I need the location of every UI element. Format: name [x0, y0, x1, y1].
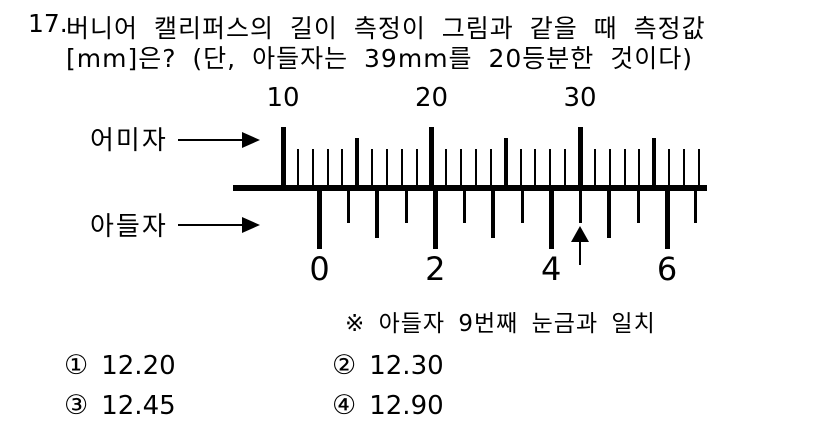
main-scale-tick [534, 149, 537, 191]
answer-option-3[interactable]: ③ 12.45 [64, 390, 176, 421]
main-scale-tick [519, 149, 522, 191]
vernier-scale-tick [404, 185, 408, 223]
main-scale-tick [311, 149, 314, 191]
vernier-scale-label: 아들자 [90, 212, 168, 242]
answer-option-4[interactable]: ④ 12.90 [332, 390, 444, 421]
coincidence-pointer-up-arrow-icon [571, 226, 590, 242]
main-scale-tick [326, 149, 329, 191]
main-scale-tick [593, 149, 596, 191]
vernier-scale-number: 6 [656, 250, 678, 288]
main-scale-arrow [178, 139, 244, 141]
vernier-scale-tick [520, 185, 524, 223]
option-2-value: 12.30 [369, 351, 444, 381]
option-1-value: 12.20 [101, 351, 176, 381]
answer-option-1[interactable]: ① 12.20 [64, 350, 176, 381]
main-scale-tick [697, 149, 700, 191]
main-scale-tick [400, 149, 403, 191]
question-text-line1: 버니어 캘리퍼스의 길이 측정이 그림과 같을 때 측정값 [66, 14, 706, 43]
vernier-scale-major-tick [317, 185, 322, 249]
main-scale-tick [549, 149, 552, 191]
vernier-scale-number: 0 [309, 250, 330, 288]
vernier-scale-number: 2 [425, 250, 446, 288]
main-scale-tick [682, 149, 685, 191]
main-scale-number: 20 [414, 83, 449, 113]
main-scale-major-tick [429, 127, 434, 191]
main-scale-tick [668, 149, 671, 191]
vernier-scale-major-tick [432, 185, 438, 249]
coincidence-pointer-stem [579, 241, 582, 265]
question-text-line2: [mm]은? (단, 아들자는 39mm를 20등분한 것이다) [66, 44, 693, 73]
vernier-scale-medium-tick [491, 185, 496, 238]
main-scale-tick [638, 149, 641, 191]
scale-baseline [233, 185, 707, 191]
coincidence-note: ※ 아들자 9번째 눈금과 일치 [345, 311, 656, 337]
main-scale-medium-tick [652, 138, 657, 191]
answer-option-2[interactable]: ② 12.30 [332, 350, 444, 381]
option-4-marker: ④ [332, 390, 357, 421]
option-1-marker: ① [64, 350, 89, 381]
vernier-scale-arrow [178, 224, 244, 226]
main-scale-medium-tick [355, 138, 360, 191]
main-scale-tick [460, 149, 463, 191]
vernier-scale-tick [346, 185, 350, 223]
main-scale-arrowhead-icon [242, 132, 260, 148]
main-scale-medium-tick [503, 138, 508, 191]
option-2-marker: ② [332, 350, 357, 381]
main-scale-tick [341, 149, 344, 191]
main-scale-number: 30 [563, 83, 597, 113]
main-scale-major-tick [280, 127, 286, 191]
main-scale-tick [475, 149, 478, 191]
main-scale-tick [385, 149, 388, 191]
option-4-value: 12.90 [369, 391, 444, 421]
main-scale-tick [371, 149, 374, 191]
vernier-scale-medium-tick [375, 185, 380, 238]
vernier-scale-tick [578, 185, 582, 223]
vernier-scale-tick [636, 185, 640, 223]
vernier-scale-medium-tick [607, 185, 612, 238]
main-scale-tick [415, 149, 418, 191]
main-scale-tick [564, 149, 567, 191]
main-scale-tick [445, 149, 448, 191]
main-scale-tick [489, 149, 492, 191]
main-scale-tick [623, 149, 626, 191]
main-scale-number: 10 [266, 83, 300, 113]
question-number: 17. [28, 9, 68, 38]
option-3-marker: ③ [64, 390, 89, 421]
main-scale-label: 어미자 [90, 126, 168, 156]
vernier-scale-major-tick [548, 185, 554, 249]
main-scale-major-tick [577, 127, 583, 191]
main-scale-tick [296, 149, 299, 191]
option-3-value: 12.45 [101, 391, 176, 421]
vernier-scale-tick [694, 185, 698, 223]
vernier-scale-number: 4 [540, 250, 562, 288]
main-scale-tick [608, 149, 611, 191]
vernier-scale-arrowhead-icon [242, 217, 260, 233]
vernier-scale-tick [462, 185, 466, 223]
vernier-scale-major-tick [664, 185, 670, 249]
